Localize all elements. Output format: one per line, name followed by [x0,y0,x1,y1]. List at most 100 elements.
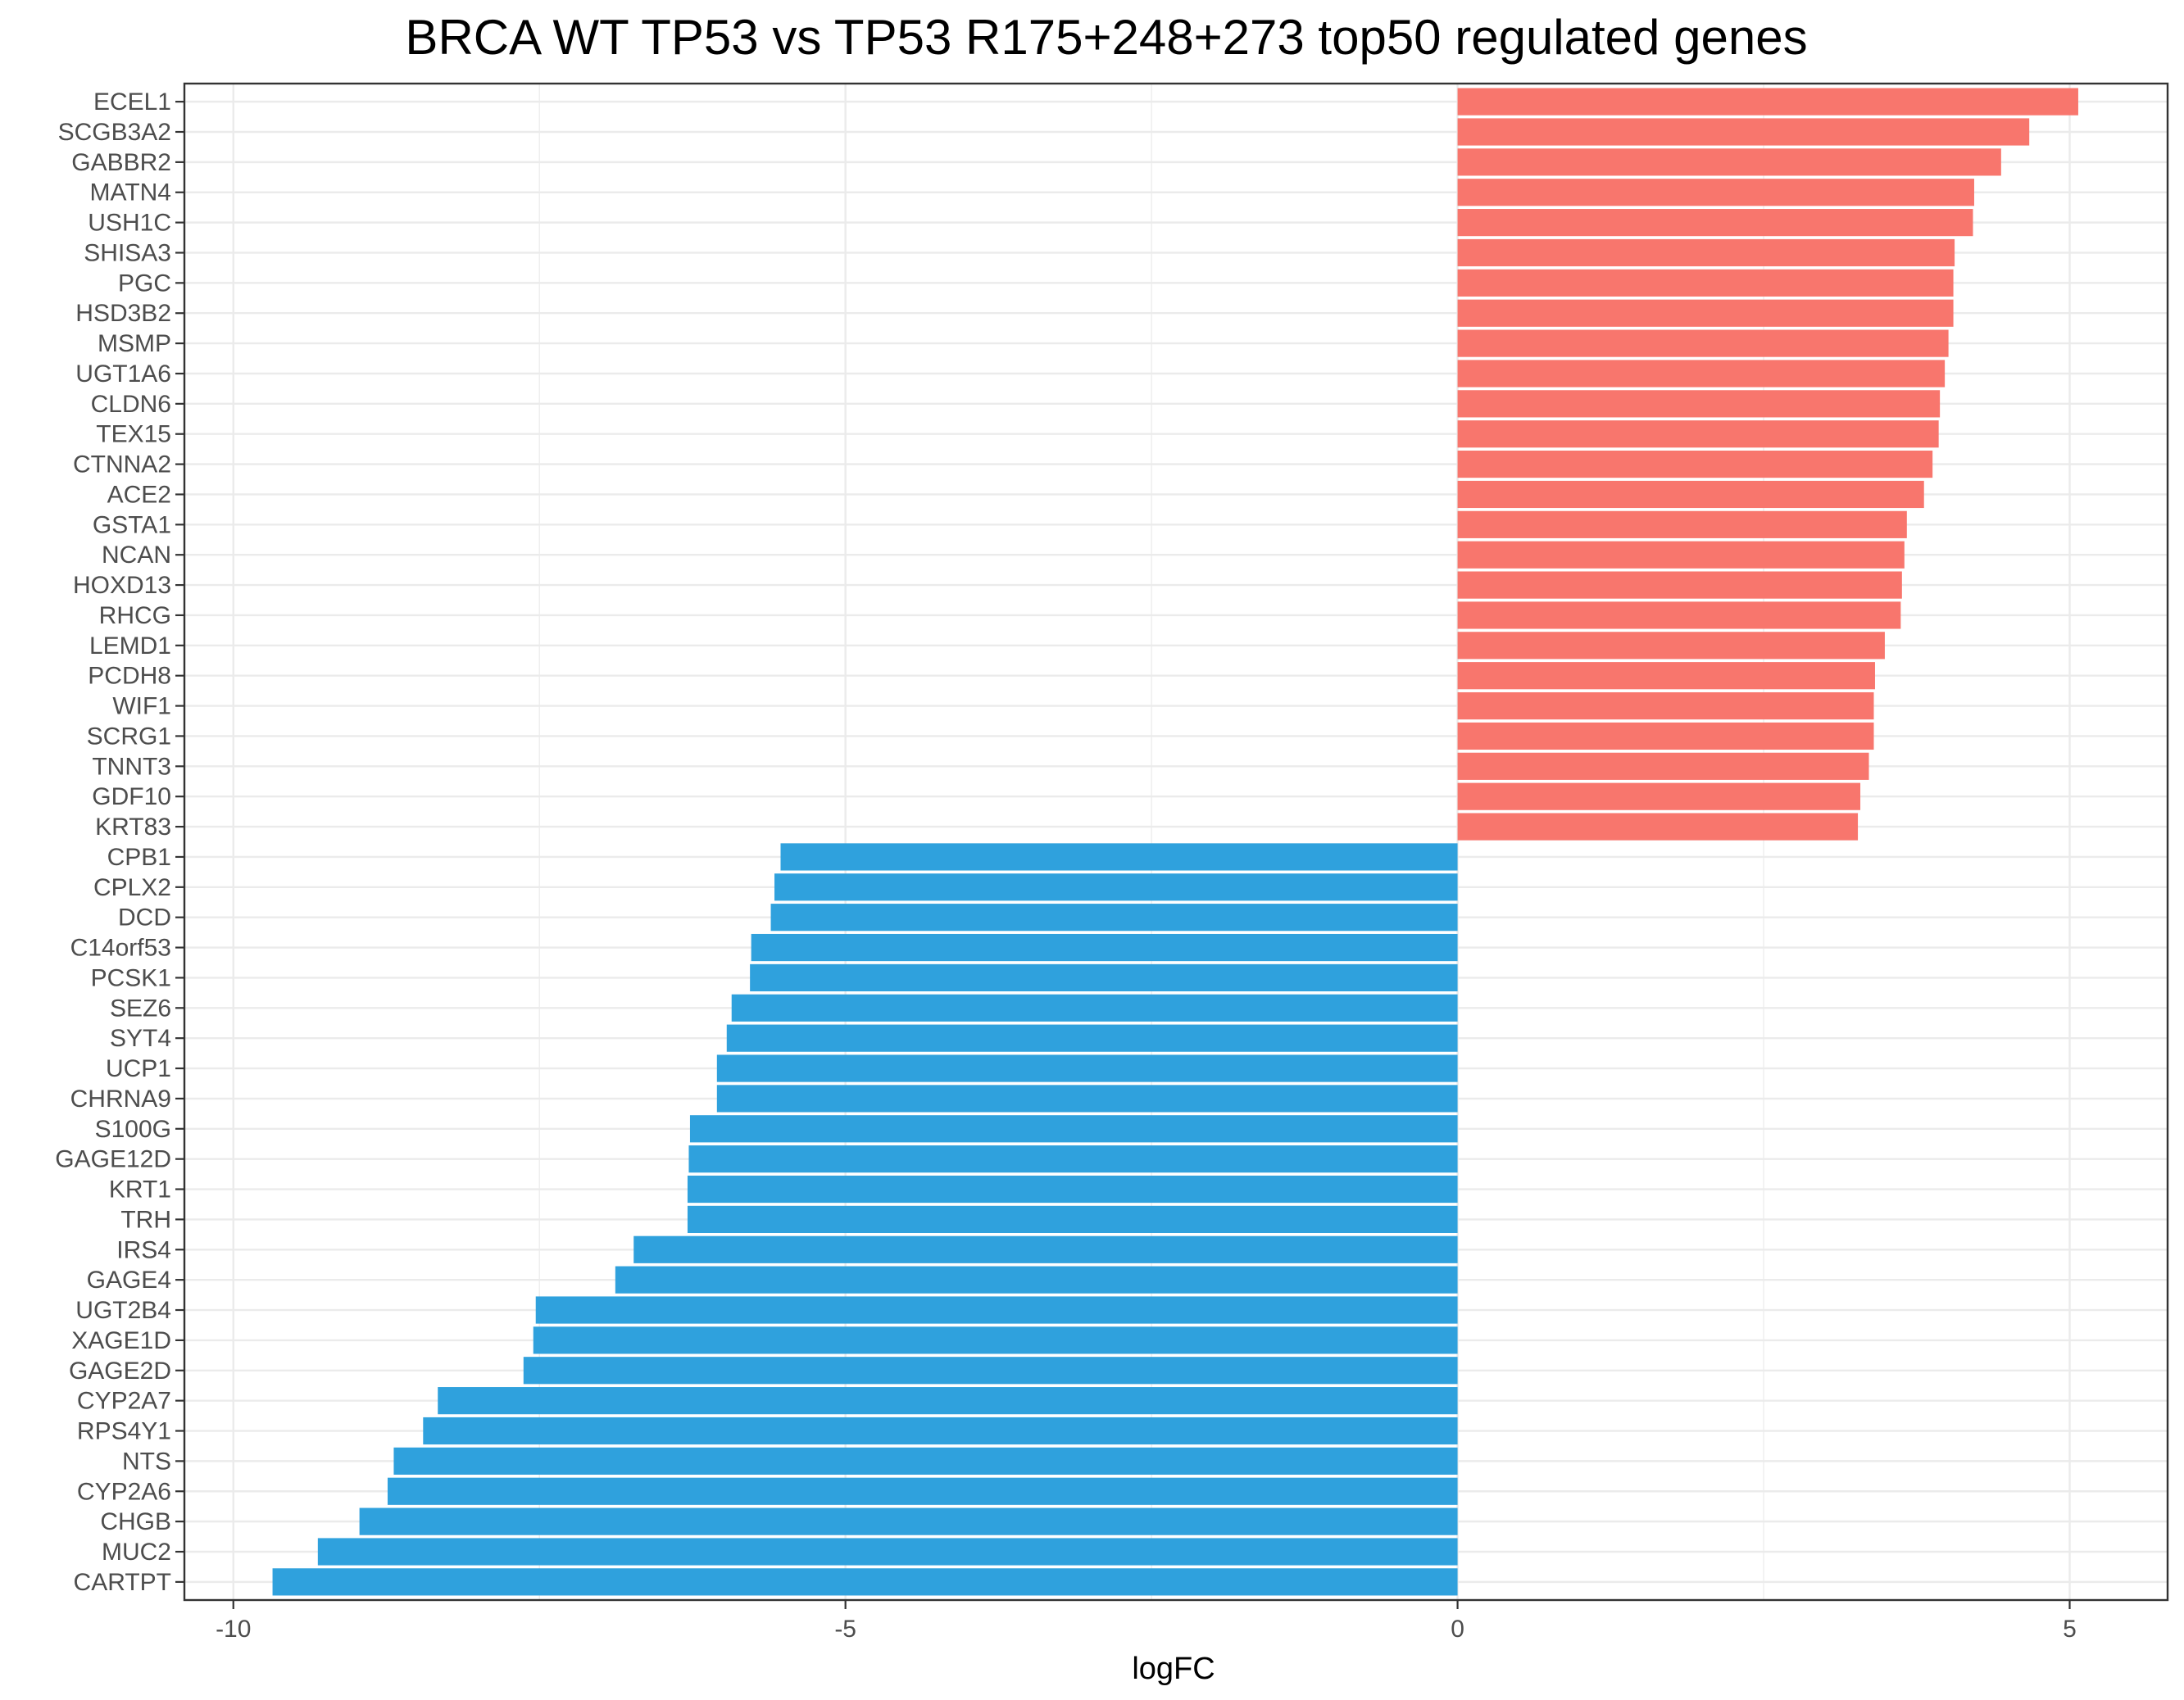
bar-nts [393,1447,1458,1475]
y-tick-label: TEX15 [96,421,171,448]
y-tick-label: SCGB3A2 [58,119,171,146]
y-tick-label: UGT1A6 [75,360,171,388]
y-tick-label: DCD [118,904,171,932]
y-tick-label: CLDN6 [91,391,171,418]
x-tick-label: -10 [216,1616,251,1643]
bar-ucp1 [716,1054,1458,1082]
y-tick-label: CYP2A6 [77,1478,171,1505]
y-tick-label: ACE2 [107,481,171,508]
bar-ecel1 [1457,88,2078,116]
y-tick-label: NTS [122,1448,171,1475]
bar-s100g [689,1115,1458,1143]
bar-lemd1 [1457,632,1885,660]
bar-dcd [770,904,1458,932]
bar-pcdh8 [1457,662,1875,690]
y-tick-label: RHCG [99,602,171,629]
bar-cplx2 [774,873,1458,901]
bar-matn4 [1457,179,1974,206]
bar-scrg1 [1457,722,1874,750]
y-tick-label: TNNT3 [92,753,171,780]
y-tick-label: GSTA1 [93,511,171,538]
y-tick-label: RPS4Y1 [77,1418,171,1445]
bar-chrna9 [716,1085,1458,1113]
bar-syt4 [726,1024,1458,1052]
chart-title: BRCA WT TP53 vs TP53 R175+248+273 top50 … [405,10,1807,65]
y-tick-label: MSMP [98,330,171,357]
bar-tnnt3 [1457,752,1869,780]
y-tick-label: CHGB [100,1508,171,1535]
y-tick-label: HSD3B2 [75,300,171,327]
x-axis: -10 -5 0 5 [216,1600,2077,1643]
y-tick-label: GABBR2 [71,149,171,176]
y-tick-label: UCP1 [106,1055,171,1082]
bar-ugt1a6 [1457,360,1946,388]
bar-gage12d [688,1145,1458,1173]
y-tick-label: GAGE12D [55,1146,171,1173]
y-tick-label: SEZ6 [110,995,171,1022]
y-tick-label: MATN4 [90,179,171,206]
bar-gdf10 [1457,782,1861,810]
bar-cyp2a7 [438,1387,1458,1415]
y-tick-label: HOXD13 [73,572,171,599]
bar-rhcg [1457,601,1901,629]
bar-krt83 [1457,813,1859,841]
bar-cartpt [272,1568,1458,1596]
y-tick-label: KRT83 [95,814,171,841]
bars [272,88,2078,1596]
bar-shisa3 [1457,238,1955,267]
x-tick-label: 0 [1451,1616,1464,1643]
y-tick-label: GAGE2D [69,1358,171,1385]
y-tick-label: LEMD1 [89,632,171,660]
x-tick-label: -5 [834,1616,856,1643]
bar-cpb1 [780,843,1458,871]
y-tick-label: TRH [120,1206,171,1233]
y-tick-label: PCDH8 [88,663,171,690]
y-tick-label: PCSK1 [91,964,171,991]
bar-gsta1 [1457,510,1907,538]
y-tick-label: CPB1 [107,844,171,871]
bar-msmp [1457,329,1949,357]
bar-ugt2b4 [535,1296,1458,1324]
bar-pcsk1 [750,963,1458,992]
x-axis-title: logFC [1132,1652,1215,1686]
y-tick-label: CYP2A7 [77,1388,171,1415]
bar-ush1c [1457,209,1973,237]
y-tick-label: NCAN [102,542,171,569]
y-tick-label: S100G [95,1116,171,1143]
y-tick-label: IRS4 [116,1236,171,1263]
bar-gabbr2 [1457,148,2001,176]
bar-scgb3a2 [1457,118,2030,146]
bar-chgb [359,1507,1458,1535]
y-tick-label: CARTPT [74,1569,171,1596]
y-tick-label: CTNNA2 [73,451,171,478]
y-tick-label: PGC [118,270,171,297]
y-tick-label: CHRNA9 [70,1086,171,1113]
y-tick-label: CPLX2 [93,874,171,901]
y-tick-label: ECEL1 [93,88,171,116]
y-tick-label: WIF1 [112,693,171,720]
y-tick-label: SHISA3 [84,239,171,266]
bar-trh [687,1205,1458,1233]
plot-panel-border [183,82,2169,1602]
bar-ace2 [1457,480,1924,509]
y-tick-label: SYT4 [110,1025,171,1052]
bar-hsd3b2 [1457,299,1954,327]
bar-cyp2a6 [387,1477,1458,1505]
bar-wif1 [1457,691,1874,720]
bar-sez6 [731,994,1458,1022]
y-tick-label: GDF10 [92,783,171,810]
y-tick-label: USH1C [88,210,171,237]
bar-rps4y1 [423,1417,1458,1445]
bar-xage1d [533,1326,1458,1354]
x-tick-label: 5 [2063,1616,2077,1643]
y-tick-label: KRT1 [109,1176,171,1204]
y-tick-label: C14orf53 [70,935,171,962]
y-tick-label: XAGE1D [71,1327,171,1354]
bar-gage2d [523,1357,1458,1385]
bar-gage4 [615,1266,1458,1294]
bar-hoxd13 [1457,571,1902,599]
bar-muc2 [317,1538,1458,1566]
bar-cldn6 [1457,390,1941,418]
bar-c14orf53 [751,933,1458,962]
